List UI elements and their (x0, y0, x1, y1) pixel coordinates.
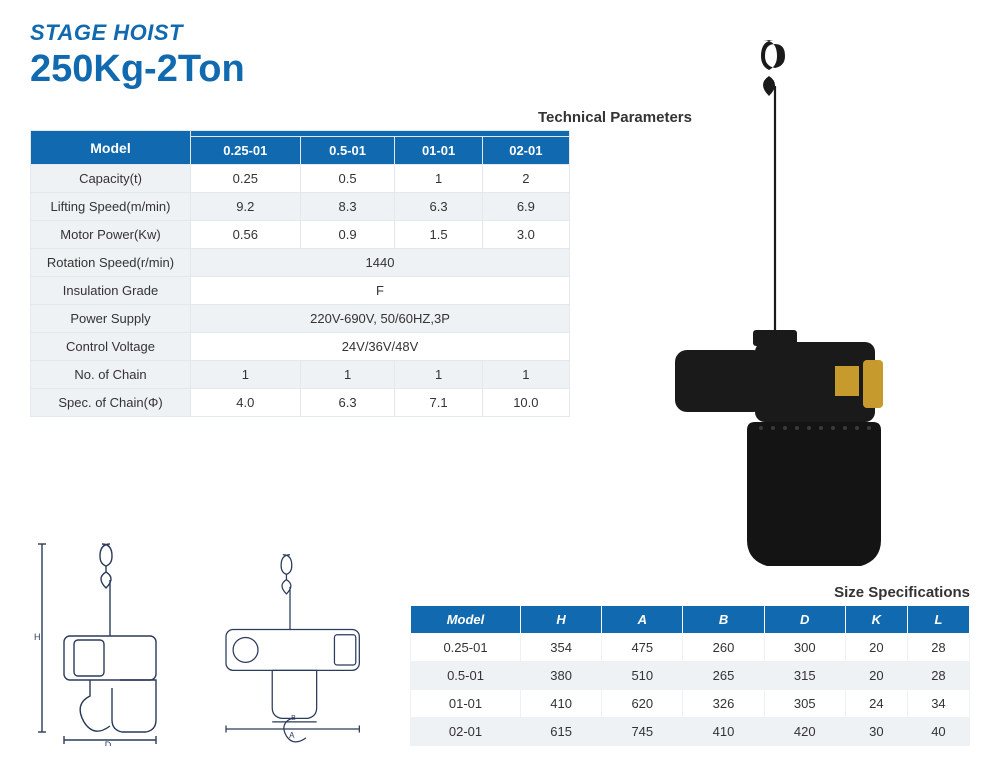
size-cell: 24 (845, 690, 907, 718)
tech-cell: 24V/36V/48V (191, 333, 570, 361)
size-model-cell: 0.5-01 (411, 662, 521, 690)
tech-cell: 10.0 (482, 389, 569, 417)
size-cell: 28 (907, 634, 969, 662)
size-col-header: A (602, 606, 683, 634)
size-cell: 620 (602, 690, 683, 718)
size-col-header: B (683, 606, 764, 634)
size-cell: 380 (521, 662, 602, 690)
size-cell: 300 (764, 634, 845, 662)
size-spec-title: Size Specifications (410, 584, 970, 601)
tech-cell: 0.56 (191, 221, 301, 249)
size-cell: 30 (845, 718, 907, 746)
tech-cell: 0.25 (191, 165, 301, 193)
tech-cell: 1 (395, 361, 482, 389)
tech-row-label: Control Voltage (31, 333, 191, 361)
tech-col-header: 02-01 (482, 137, 569, 165)
tech-cell: 6.3 (300, 389, 395, 417)
tech-cell: 220V-690V, 50/60HZ,3P (191, 305, 570, 333)
size-model-cell: 01-01 (411, 690, 521, 718)
size-cell: 475 (602, 634, 683, 662)
size-cell: 34 (907, 690, 969, 718)
tech-col-header: 0.25-01 (191, 137, 301, 165)
tech-cell: 0.5 (300, 165, 395, 193)
size-cell: 410 (521, 690, 602, 718)
size-row: 01-014106203263052434 (411, 690, 970, 718)
tech-cell: 1 (300, 361, 395, 389)
tech-row-label: Lifting Speed(m/min) (31, 193, 191, 221)
size-cell: 265 (683, 662, 764, 690)
size-model-cell: 02-01 (411, 718, 521, 746)
tech-cell: 0.9 (300, 221, 395, 249)
tech-row-label: Capacity(t) (31, 165, 191, 193)
size-model-cell: 0.25-01 (411, 634, 521, 662)
tech-cell: 7.1 (395, 389, 482, 417)
size-cell: 510 (602, 662, 683, 690)
size-cell: 354 (521, 634, 602, 662)
tech-row-label: Motor Power(Kw) (31, 221, 191, 249)
tech-cell: 6.9 (482, 193, 569, 221)
size-cell: 745 (602, 718, 683, 746)
svg-text:H: H (34, 632, 41, 642)
size-cell: 20 (845, 634, 907, 662)
size-cell: 305 (764, 690, 845, 718)
size-cell: 410 (683, 718, 764, 746)
tech-row-label: Insulation Grade (31, 277, 191, 305)
tech-cell: 6.3 (395, 193, 482, 221)
tech-cell: 1 (191, 361, 301, 389)
size-cell: 40 (907, 718, 969, 746)
tech-header-model: Model (31, 131, 191, 165)
size-cell: 615 (521, 718, 602, 746)
size-cell: 326 (683, 690, 764, 718)
size-col-header: L (907, 606, 969, 634)
tech-cell: 4.0 (191, 389, 301, 417)
tech-cell: 3.0 (482, 221, 569, 249)
size-spec-table: ModelHABDKL 0.25-0135447526030020280.5-0… (410, 605, 970, 746)
tech-cell: 1.5 (395, 221, 482, 249)
size-col-header: K (845, 606, 907, 634)
size-col-header: H (521, 606, 602, 634)
diagram-side: A B (210, 536, 370, 746)
tech-cell: 2 (482, 165, 569, 193)
size-row: 02-016157454104203040 (411, 718, 970, 746)
dimension-diagrams: H D A B (30, 536, 370, 746)
size-cell: 420 (764, 718, 845, 746)
diagram-front: H D (30, 536, 190, 746)
size-row: 0.25-013544752603002028 (411, 634, 970, 662)
tech-row-label: Power Supply (31, 305, 191, 333)
tech-col-header: 0.5-01 (300, 137, 395, 165)
size-cell: 28 (907, 662, 969, 690)
size-cell: 260 (683, 634, 764, 662)
size-cell: 315 (764, 662, 845, 690)
svg-text:A: A (289, 731, 295, 740)
tech-col-header: 01-01 (395, 137, 482, 165)
tech-row-label: No. of Chain (31, 361, 191, 389)
tech-cell: 8.3 (300, 193, 395, 221)
size-cell: 20 (845, 662, 907, 690)
tech-cell: 9.2 (191, 193, 301, 221)
svg-text:B: B (291, 714, 296, 722)
tech-row-label: Spec. of Chain(Φ) (31, 389, 191, 417)
tech-cell: 1440 (191, 249, 570, 277)
tech-cell: F (191, 277, 570, 305)
tech-row-label: Rotation Speed(r/min) (31, 249, 191, 277)
size-col-model: Model (411, 606, 521, 634)
product-illustration (635, 30, 915, 570)
tech-cell: 1 (395, 165, 482, 193)
tech-cell: 1 (482, 361, 569, 389)
size-col-header: D (764, 606, 845, 634)
size-row: 0.5-013805102653152028 (411, 662, 970, 690)
product-image-area (600, 30, 950, 575)
tech-params-table: Model 0.25-010.5-0101-0102-01 Capacity(t… (30, 130, 570, 417)
svg-text:D: D (105, 740, 112, 746)
